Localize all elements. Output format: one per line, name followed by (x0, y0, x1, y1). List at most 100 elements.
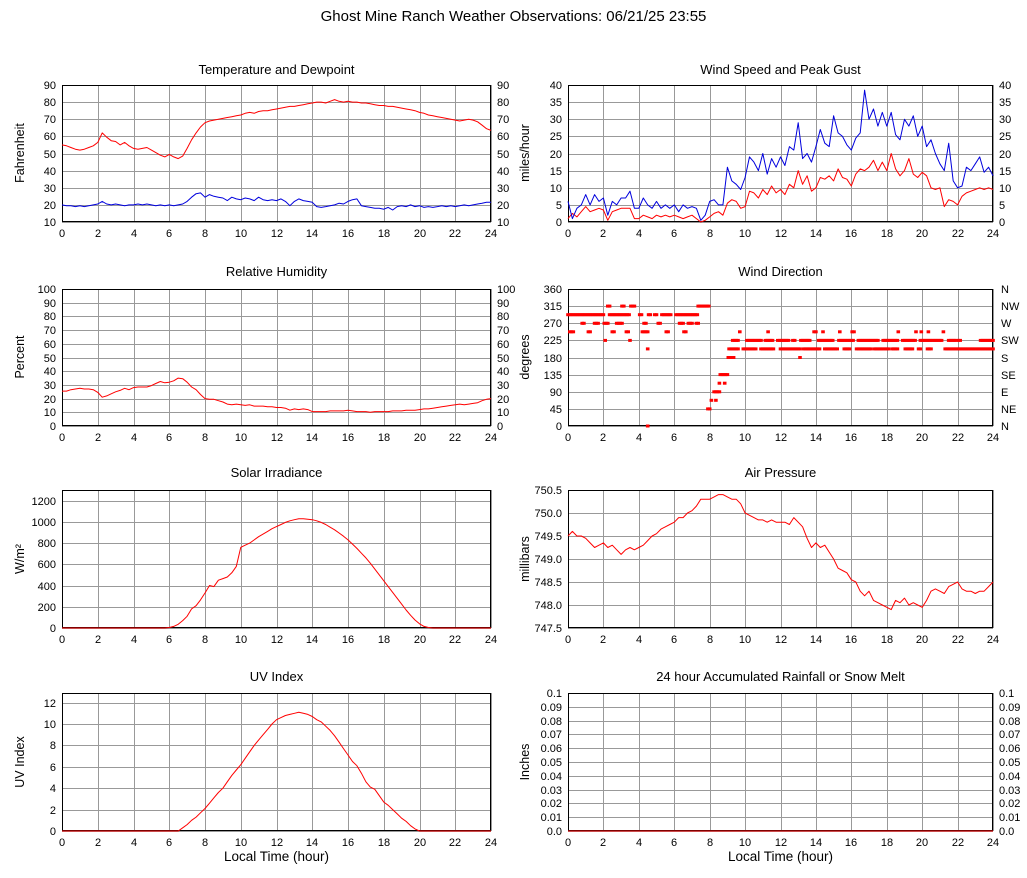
chart-rainfall: 0 2 4 6 8 10 12 14 16 18 20 22 240.0 0.00.01 0.010.02 0… (541, 688, 1021, 849)
x-tick-label: 12 (271, 837, 283, 849)
x-tick-label: 0 (59, 634, 65, 646)
y-tick-label: 45 (550, 404, 562, 416)
y-tick-label: 360 (544, 284, 562, 296)
x-tick-label: 24 (987, 432, 999, 444)
y-tick-label: 20 (550, 149, 562, 161)
y-tick-label: 400 (38, 581, 56, 593)
x-tick-label: 0 (565, 837, 571, 849)
chart-title-rainfall: 24 hour Accumulated Rainfall or Snow Mel… (656, 669, 905, 684)
y-tick-label: 40 (44, 366, 56, 378)
y-tick-label-right: 0.09 (999, 702, 1020, 714)
x-tick-label: 4 (131, 634, 137, 646)
y-tick-label: 6 (50, 762, 56, 774)
x-tick-label: 10 (235, 432, 247, 444)
y-tick-label: 749.5 (534, 531, 562, 543)
x-tick-label: 6 (166, 228, 172, 240)
grid-lines (62, 490, 492, 629)
tick-labels: 0 2 4 6 8 10 12 14 16 18 20 22 240459013518022527031… (544, 284, 1020, 444)
compass-tick-label: S (1001, 353, 1008, 365)
x-tick-label: 14 (306, 432, 318, 444)
y-tick-label: 90 (44, 80, 56, 92)
plot-border (568, 289, 993, 426)
x-tick-label: 4 (636, 837, 642, 849)
y-tick-label: 10 (44, 719, 56, 731)
y-tick-label: 60 (44, 131, 56, 143)
chart-title-relative-humidity: Relative Humidity (225, 264, 328, 279)
x-tick-label: 12 (775, 228, 787, 240)
y-tick-label: 747.5 (534, 623, 562, 635)
x-tick-label: 16 (342, 228, 354, 240)
y-tick-label: 750.5 (534, 485, 562, 497)
compass-tick-label: N (1001, 421, 1009, 433)
x-tick-label: 18 (881, 634, 893, 646)
y-tick-label: 70 (44, 325, 56, 337)
y-tick-label: 50 (44, 353, 56, 365)
x-tick-label: 10 (235, 228, 247, 240)
y-tick-label: 30 (44, 183, 56, 195)
y-tick-label: 749.0 (534, 554, 562, 566)
y-tick-label-right: 0.05 (999, 757, 1020, 769)
compass-tick-label: E (1001, 387, 1008, 399)
x-tick-label: 12 (271, 228, 283, 240)
y-tick-label-right: 30 (497, 380, 509, 392)
chart-air-pressure: 0 2 4 6 8 10 12 14 16 18 20 22 24747.5748.0748.5749.… (534, 485, 999, 646)
x-tick-label: 18 (881, 837, 893, 849)
plot-border (568, 490, 993, 628)
grid-lines (62, 693, 492, 832)
x-tick-label: 10 (235, 634, 247, 646)
plot-border (62, 490, 491, 628)
grid-lines (568, 693, 994, 832)
x-tick-label: 2 (600, 228, 606, 240)
x-tick-label: 22 (449, 432, 461, 444)
y-tick-label-right: 10 (497, 217, 509, 229)
chart-solar-irradiance: 0 2 4 6 8 10 12 14 16 18 20 22 240200400600800100012… (32, 490, 498, 646)
x-tick-label: 16 (845, 228, 857, 240)
x-tick-label: 0 (59, 432, 65, 444)
tick-labels: 0 2 4 6 8 10 12 14 16 18 20 22 240200400600800100012… (32, 496, 498, 646)
x-tick-label: 0 (565, 228, 571, 240)
y-tick-label: 80 (44, 311, 56, 323)
x-axis-label-local-time-left: Local Time (hour) (223, 849, 330, 864)
y-tick-label-right: 40 (999, 80, 1011, 92)
y-tick-label: 0.05 (541, 757, 562, 769)
x-tick-label: 22 (449, 228, 461, 240)
x-tick-label: 8 (202, 432, 208, 444)
series-solar (62, 518, 491, 629)
y-tick-label: 0 (50, 421, 56, 433)
chart-title-solar-irradiance: Solar Irradiance (230, 465, 323, 480)
x-tick-label: 8 (202, 837, 208, 849)
y-tick-label: 10 (550, 183, 562, 195)
x-tick-label: 4 (636, 228, 642, 240)
series-dewpoint (61, 192, 491, 211)
x-tick-label: 20 (414, 634, 426, 646)
y-tick-label-right: 50 (497, 353, 509, 365)
x-tick-label: 8 (202, 228, 208, 240)
chart-title-uv-index: UV Index (249, 669, 304, 684)
x-tick-label: 24 (485, 432, 497, 444)
x-tick-label: 4 (131, 837, 137, 849)
grid-lines (62, 289, 492, 427)
x-tick-label: 2 (600, 634, 606, 646)
compass-tick-label: SW (1001, 335, 1019, 347)
y-tick-label: 0 (50, 623, 56, 635)
y-tick-label-right: 15 (999, 166, 1011, 178)
compass-tick-label: SE (1001, 370, 1016, 382)
y-tick-label-right: 60 (497, 131, 509, 143)
x-tick-label: 8 (707, 432, 713, 444)
x-tick-label: 18 (378, 634, 390, 646)
plot-border (62, 289, 491, 426)
x-tick-label: 6 (166, 432, 172, 444)
y-tick-label: 0.07 (541, 729, 562, 741)
x-tick-label: 20 (414, 228, 426, 240)
y-tick-label: 0.09 (541, 702, 562, 714)
x-tick-label: 16 (342, 432, 354, 444)
x-tick-label: 10 (739, 228, 751, 240)
y-tick-label: 0 (556, 421, 562, 433)
compass-tick-label: W (1001, 318, 1012, 330)
x-tick-label: 22 (449, 634, 461, 646)
